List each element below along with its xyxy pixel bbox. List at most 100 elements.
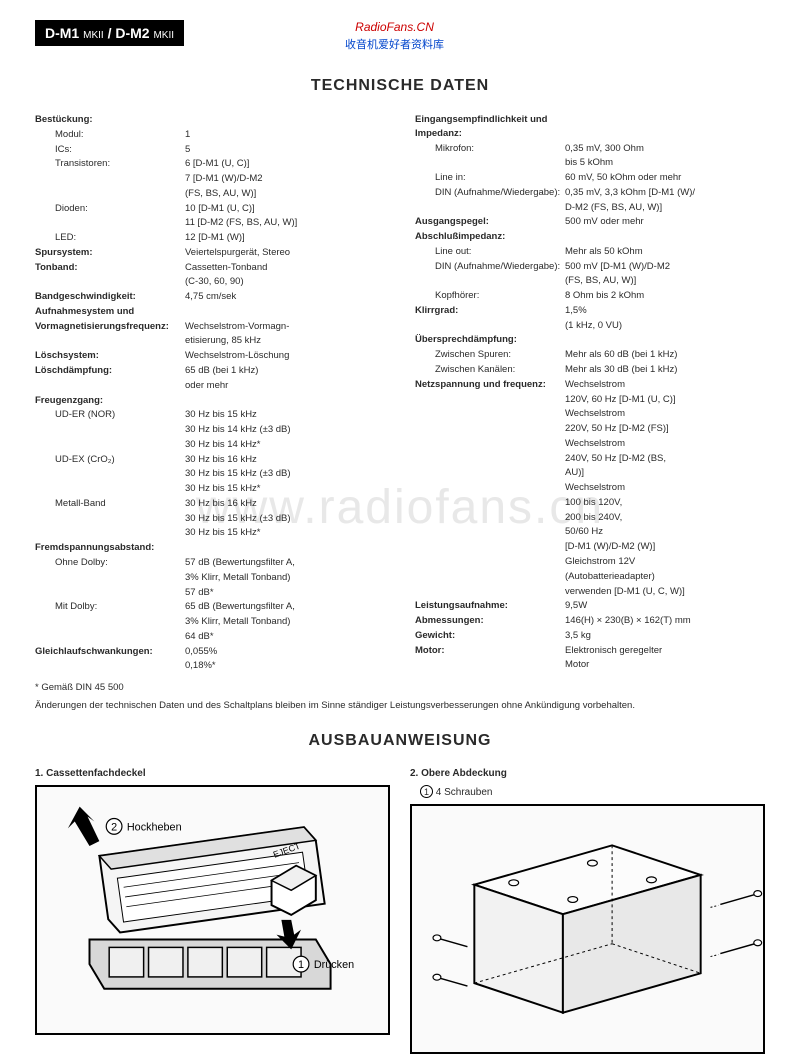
spec-value: 0,18%* — [185, 659, 385, 673]
spec-value: 4,75 cm/sek — [185, 290, 385, 304]
spec-label — [415, 319, 565, 333]
spec-label: Gewicht: — [415, 629, 565, 643]
spec-value: 146(H) × 230(B) × 162(T) mm — [565, 614, 765, 628]
spec-label: Bandgeschwindigkeit: — [35, 290, 185, 304]
spec-value — [565, 230, 765, 244]
spec-row: Klirrgrad:1,5% — [415, 304, 765, 318]
model-text: D-M1 MKII / D-M2 MKII — [45, 25, 174, 41]
spec-value: Wechselstrom-Vormagn- — [185, 320, 385, 334]
spec-label: Zwischen Kanälen: — [415, 363, 565, 377]
spec-label: Bestückung: — [35, 113, 185, 127]
spec-label: DIN (Aufnahme/Wiedergabe): — [415, 186, 565, 200]
spec-value: 60 mV, 50 kOhm oder mehr — [565, 171, 765, 185]
spec-row: 100 bis 120V, — [415, 496, 765, 510]
spec-value: 1 — [185, 128, 385, 142]
spec-label — [415, 466, 565, 480]
spec-row: Dioden:10 [D-M1 (U, C)] — [35, 202, 385, 216]
spec-value: (FS, BS, AU, W)] — [185, 187, 385, 201]
spec-label: Mikrofon: — [415, 142, 565, 156]
circ-1: 1 — [298, 959, 304, 971]
spec-value: 0,35 mV, 300 Ohm — [565, 142, 765, 156]
spec-value: 3,5 kg — [565, 629, 765, 643]
spec-label: Dioden: — [35, 202, 185, 216]
spec-label — [415, 525, 565, 539]
spec-col-right: Eingangsempfindlichkeit und Impedanz:Mik… — [415, 113, 765, 674]
spec-value: 100 bis 120V, — [565, 496, 765, 510]
spec-label: LED: — [35, 231, 185, 245]
spec-row: Zwischen Spuren:Mehr als 60 dB (bei 1 kH… — [415, 348, 765, 362]
spec-row: Transistoren:6 [D-M1 (U, C)] — [35, 157, 385, 171]
spec-label: Ohne Dolby: — [35, 556, 185, 570]
section-title-specs: TECHNISCHE DATEN — [35, 77, 765, 95]
spec-row: AU)] — [415, 466, 765, 480]
spec-value: 30 Hz bis 15 kHz — [185, 408, 385, 422]
spec-value: bis 5 kOhm — [565, 156, 765, 170]
spec-label — [35, 216, 185, 230]
spec-row: ICs:5 — [35, 143, 385, 157]
spec-value: 64 dB* — [185, 630, 385, 644]
spec-row: 240V, 50 Hz [D-M2 (BS, — [415, 452, 765, 466]
spec-row: Übersprechdämpfung: — [415, 333, 765, 347]
circ-2: 2 — [111, 822, 117, 834]
spec-label: Transistoren: — [35, 157, 185, 171]
spec-label: UD-EX (CrO₂) — [35, 453, 185, 467]
spec-value — [185, 305, 385, 319]
spec-label — [35, 172, 185, 186]
spec-label: Löschsystem: — [35, 349, 185, 363]
spec-row: D-M2 (FS, BS, AU, W)] — [415, 201, 765, 215]
spec-value: (FS, BS, AU, W)] — [565, 274, 765, 288]
spec-value: Gleichstrom 12V — [565, 555, 765, 569]
spec-row: Modul:1 — [35, 128, 385, 142]
spec-row: 220V, 50 Hz [D-M2 (FS)] — [415, 422, 765, 436]
spec-row: 30 Hz bis 15 kHz* — [35, 482, 385, 496]
spec-row: (Autobatterieadapter) — [415, 570, 765, 584]
spec-row: Freugenzgang: — [35, 394, 385, 408]
spec-value — [185, 541, 385, 555]
spec-row: Motor — [415, 658, 765, 672]
spec-row: DIN (Aufnahme/Wiedergabe):500 mV [D-M1 (… — [415, 260, 765, 274]
spec-label: Modul: — [35, 128, 185, 142]
spec-label — [35, 467, 185, 481]
diagram1-title: 1. Cassettenfachdeckel — [35, 768, 390, 779]
spec-value: 30 Hz bis 14 kHz* — [185, 438, 385, 452]
spec-row: Bestückung: — [35, 113, 385, 127]
spec-row: 30 Hz bis 15 kHz (±3 dB) — [35, 467, 385, 481]
spec-label — [415, 201, 565, 215]
spec-value: 0,055% — [185, 645, 385, 659]
spec-value: (C-30, 60, 90) — [185, 275, 385, 289]
spec-label: Ausgangspegel: — [415, 215, 565, 229]
spec-label: Metall-Band — [35, 497, 185, 511]
spec-label — [35, 187, 185, 201]
spec-value: 8 Ohm bis 2 kOhm — [565, 289, 765, 303]
diagram2-title: 2. Obere Abdeckung — [410, 768, 765, 779]
spec-value: Wechselstrom — [565, 407, 765, 421]
spec-row: 30 Hz bis 14 kHz* — [35, 438, 385, 452]
spec-label: Übersprechdämpfung: — [415, 333, 565, 347]
spec-value: 30 Hz bis 16 kHz — [185, 497, 385, 511]
spec-value: 57 dB* — [185, 586, 385, 600]
spec-value: 500 mV [D-M1 (W)/D-M2 — [565, 260, 765, 274]
spec-row: 120V, 60 Hz [D-M1 (U, C)] — [415, 393, 765, 407]
spec-value: etisierung, 85 kHz — [185, 334, 385, 348]
spec-row: 64 dB* — [35, 630, 385, 644]
spec-row: Netzspannung und frequenz:Wechselstrom — [415, 378, 765, 392]
spec-value: 120V, 60 Hz [D-M1 (U, C)] — [565, 393, 765, 407]
spec-label: Löschdämpfung: — [35, 364, 185, 378]
spec-row: Mit Dolby:65 dB (Bewertungsfilter A, — [35, 600, 385, 614]
spec-row: 57 dB* — [35, 586, 385, 600]
spec-row: Gewicht:3,5 kg — [415, 629, 765, 643]
spec-row: Ohne Dolby:57 dB (Bewertungsfilter A, — [35, 556, 385, 570]
spec-row: 200 bis 240V, — [415, 511, 765, 525]
spec-value: Mehr als 60 dB (bei 1 kHz) — [565, 348, 765, 362]
spec-value: D-M2 (FS, BS, AU, W)] — [565, 201, 765, 215]
spec-value: Wechselstrom — [565, 437, 765, 451]
spec-row: Eingangsempfindlichkeit und Impedanz: — [415, 113, 765, 141]
spec-row: Abmessungen:146(H) × 230(B) × 162(T) mm — [415, 614, 765, 628]
spec-label — [35, 630, 185, 644]
spec-row: LED:12 [D-M1 (W)] — [35, 231, 385, 245]
spec-value: 12 [D-M1 (W)] — [185, 231, 385, 245]
spec-value: Mehr als 50 kOhm — [565, 245, 765, 259]
spec-label: UD-ER (NOR) — [35, 408, 185, 422]
diagram-col-1: 1. Cassettenfachdeckel — [35, 768, 390, 1054]
spec-value: 65 dB (Bewertungsfilter A, — [185, 600, 385, 614]
